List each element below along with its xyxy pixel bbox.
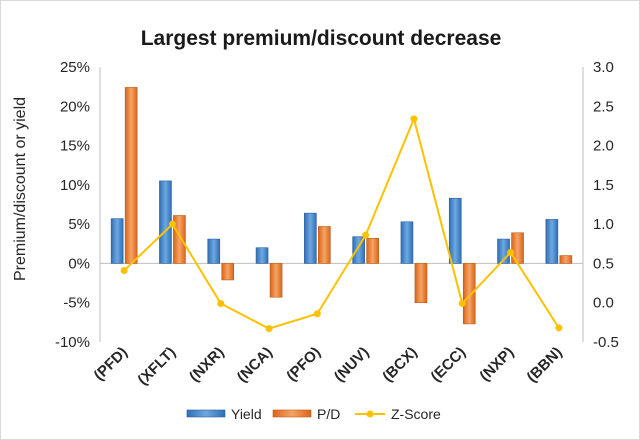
yield-bar <box>400 221 414 264</box>
y-tick-label-left: 20% <box>60 98 90 115</box>
x-tick-label: (BCX) <box>379 344 420 385</box>
x-tick-label: (NUV) <box>331 344 372 385</box>
chart-title: Largest premium/discount decrease <box>141 27 502 50</box>
y-tick-label-right: 3.0 <box>593 59 614 76</box>
z-score-point <box>555 324 563 332</box>
z-score-point <box>313 310 321 318</box>
y-tick-label-left: -10% <box>55 334 90 351</box>
y-tick-label-left: -5% <box>63 295 90 312</box>
x-tick-label: (NXR) <box>186 344 227 385</box>
pd-bar <box>221 263 235 281</box>
y-axis-title: Premium/discount or yield <box>12 97 29 281</box>
y-tick-label-right: 1.0 <box>593 216 614 233</box>
z-score-point <box>507 248 515 256</box>
legend-swatch-pd <box>272 409 312 418</box>
x-tick-label: (BBN) <box>524 344 566 386</box>
z-score-point <box>410 115 418 123</box>
pd-bar <box>124 87 138 264</box>
pd-bar <box>559 255 573 264</box>
x-tick-label: (NCA) <box>234 344 276 386</box>
legend: Yield P/D Z-Score <box>186 406 441 422</box>
y-tick-label-left: 15% <box>60 138 90 155</box>
z-score-point <box>120 267 128 274</box>
y-tick-label-left: 5% <box>68 216 90 233</box>
z-score-point <box>265 325 273 333</box>
x-tick-label: (ECC) <box>428 344 469 385</box>
x-tick-label: (NXP) <box>476 344 517 385</box>
y-tick-label-right: 0.0 <box>593 295 614 312</box>
legend-label-yield: Yield <box>231 406 262 422</box>
yield-bar <box>304 212 317 264</box>
y-tick-label-right: 2.0 <box>593 138 614 155</box>
x-tick-label: (PFO) <box>283 344 324 385</box>
pd-bar <box>414 263 428 304</box>
y-tick-label-right: 1.5 <box>593 177 614 194</box>
plot-area: 25% 20% 15% 10% 5% 0% -5% -10% 3.0 2.5 2.0 1.5 1.0 0.… <box>55 59 619 389</box>
y-tick-label-right: -0.5 <box>593 334 619 351</box>
legend-label-zscore: Z-Score <box>391 406 441 422</box>
z-score-point <box>168 220 176 228</box>
pd-bar <box>269 263 283 298</box>
legend-swatch-yield <box>186 409 226 418</box>
yield-bar <box>207 238 221 264</box>
pd-bar <box>318 226 331 264</box>
pd-bar <box>462 263 476 325</box>
yield-bar <box>255 247 269 264</box>
y-tick-label-left: 10% <box>60 177 90 194</box>
x-tick-label: (XFLT) <box>134 344 179 389</box>
pd-bar <box>173 215 186 264</box>
y-tick-label-right: 0.5 <box>593 255 614 272</box>
pd-bar <box>366 237 379 264</box>
x-tick-label: (PFD) <box>91 344 131 384</box>
legend-label-pd: P/D <box>317 406 340 422</box>
z-score-line <box>123 115 560 330</box>
z-score-point <box>458 300 466 307</box>
z-score-point <box>362 231 370 239</box>
pd-bar <box>511 232 524 264</box>
yield-bar <box>545 219 559 264</box>
y-tick-label-right: 2.5 <box>593 98 614 115</box>
yield-bar <box>448 197 462 264</box>
z-score-point <box>217 300 225 307</box>
y-tick-label-left: 25% <box>60 59 90 76</box>
legend-marker-zscore <box>366 410 374 418</box>
y-tick-label-left: 0% <box>68 255 90 272</box>
yield-bar <box>110 218 124 264</box>
